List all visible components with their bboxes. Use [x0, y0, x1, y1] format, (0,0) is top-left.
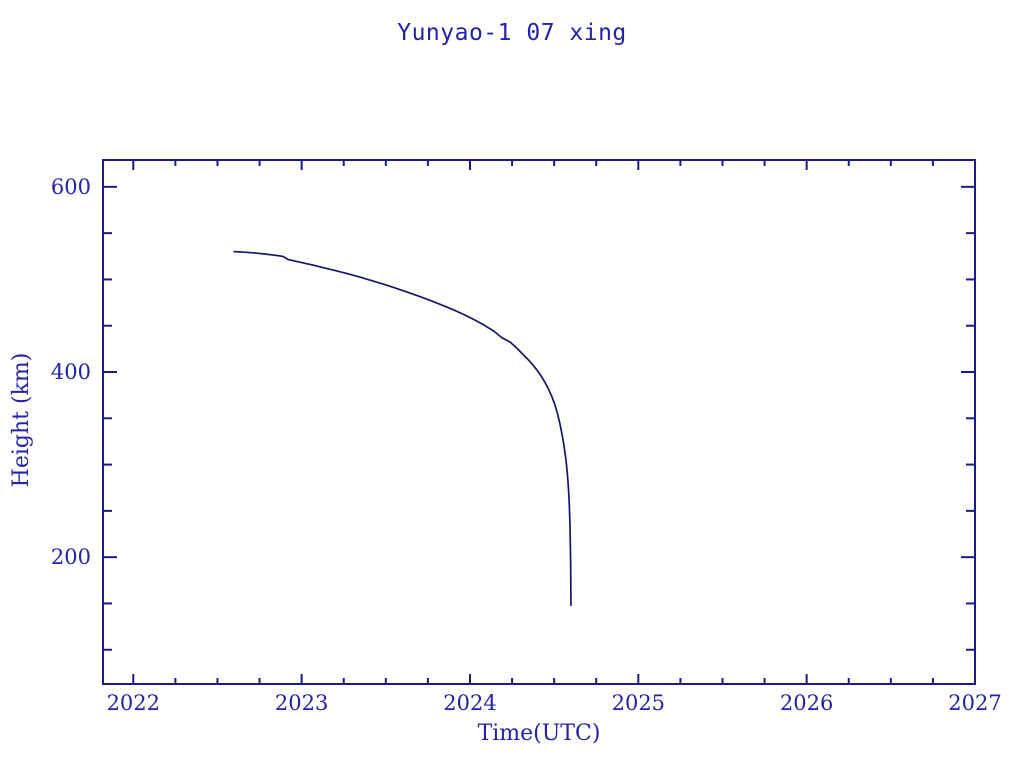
y-tick-label: 200: [51, 545, 91, 569]
height-decay-curve: [233, 250, 572, 607]
y-axis-ticks: [103, 185, 975, 651]
plot-frame: [102, 159, 976, 685]
x-tick-label: 2022: [107, 691, 160, 715]
x-tick-label: 2023: [275, 691, 328, 715]
x-tick-label: 2026: [780, 691, 833, 715]
y-tick-label: 600: [51, 175, 91, 199]
y-axis-tick-labels: 200 400 600: [51, 175, 91, 569]
x-tick-label: 2027: [948, 691, 1001, 715]
x-axis-title: Time(UTC): [478, 721, 601, 746]
x-axis-ticks: [132, 160, 976, 684]
y-axis-title: Height (km): [9, 353, 34, 488]
y-tick-label: 400: [51, 360, 91, 384]
x-tick-label: 2025: [612, 691, 665, 715]
x-tick-label: 2024: [443, 691, 496, 715]
chart-title: Yunyao-1 07 xing: [397, 20, 627, 46]
x-axis-tick-labels: 2022 2023 2024 2025 2026 2027: [107, 691, 1002, 715]
